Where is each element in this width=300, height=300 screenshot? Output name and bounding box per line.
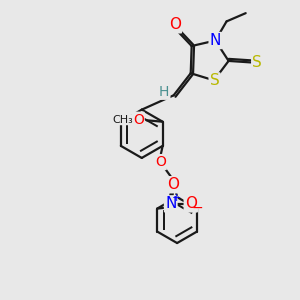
Text: N: N <box>210 33 221 48</box>
Text: S: S <box>210 74 219 88</box>
Text: +: + <box>172 193 181 203</box>
Text: S: S <box>252 55 262 70</box>
Text: O: O <box>185 196 197 211</box>
Text: CH₃: CH₃ <box>112 115 133 125</box>
Text: O: O <box>169 17 181 32</box>
Text: N: N <box>165 196 176 211</box>
Text: H: H <box>159 85 169 99</box>
Text: O: O <box>167 177 179 192</box>
Text: O: O <box>155 155 166 169</box>
Text: −: − <box>191 200 203 214</box>
Text: O: O <box>133 113 144 127</box>
